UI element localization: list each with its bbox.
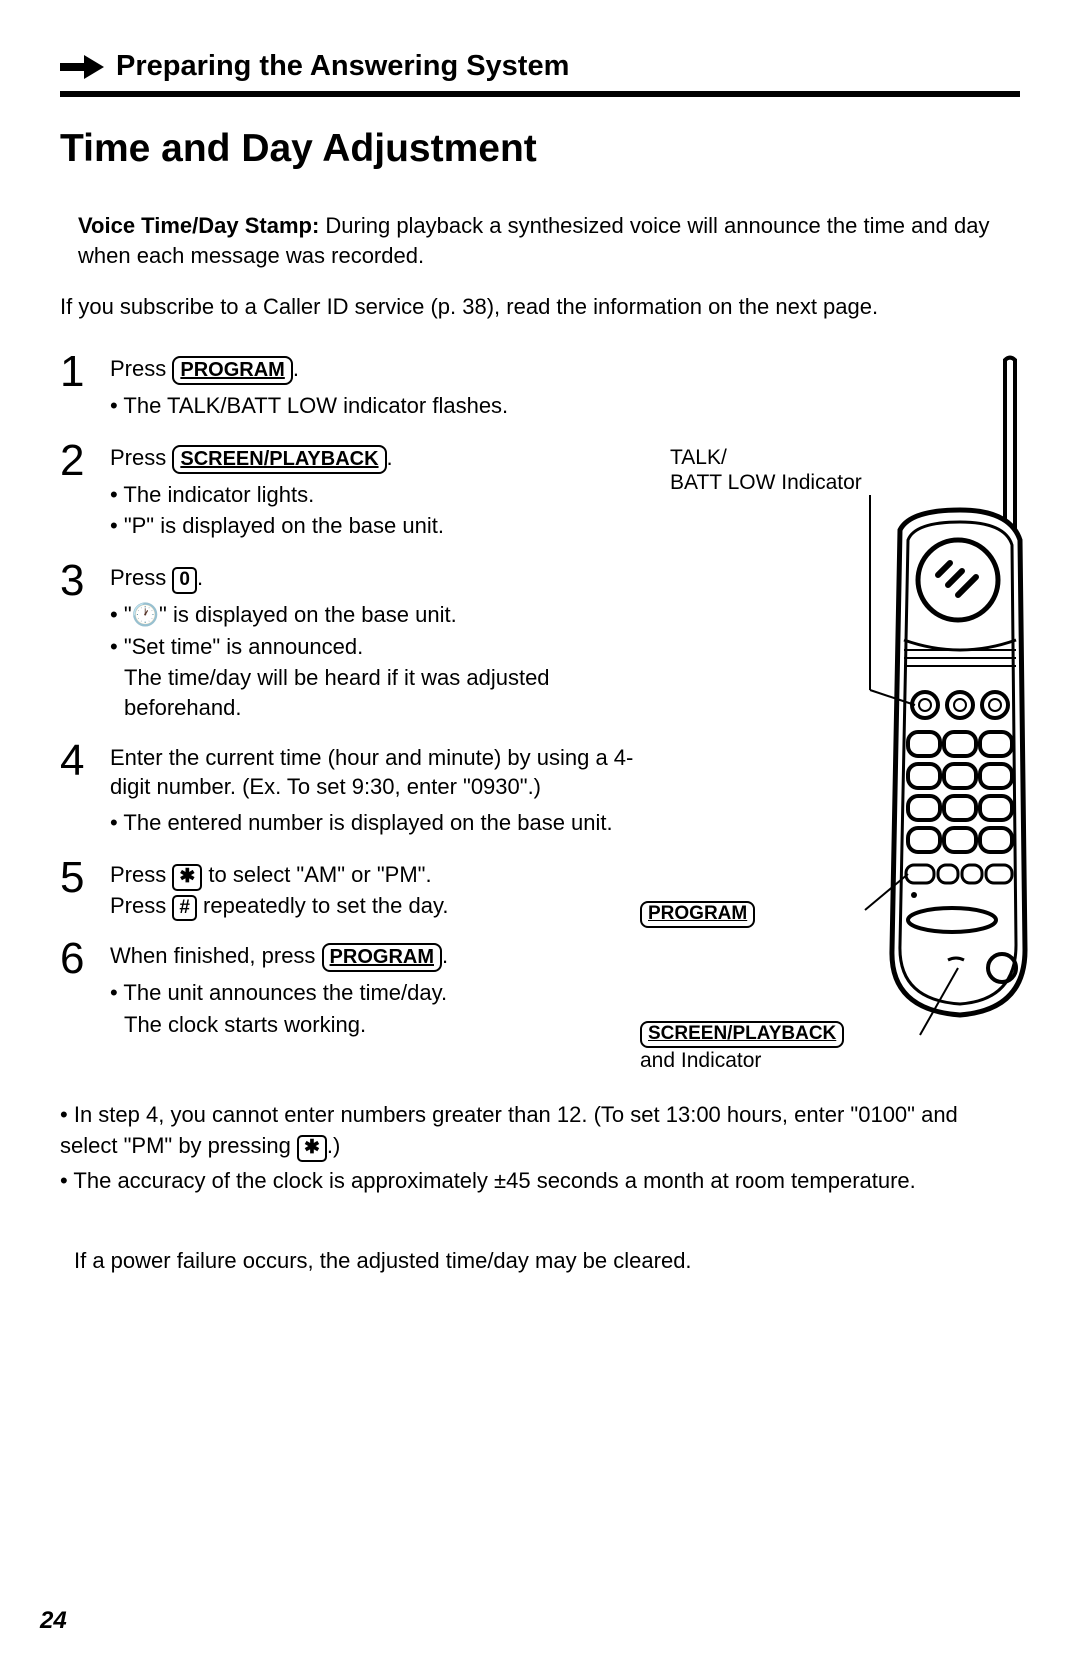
step-text: Press	[110, 565, 172, 590]
step-5: 5 Press ✱ to select "AM" or "PM". Press …	[60, 856, 650, 922]
step-number: 3	[60, 559, 94, 723]
step-6: 6 When finished, press PROGRAM. The unit…	[60, 937, 650, 1039]
caller-id-note: If you subscribe to a Caller ID service …	[60, 292, 1020, 322]
intro-paragraph: Voice Time/Day Stamp: During playback a …	[78, 211, 1020, 270]
footer-bullets: In step 4, you cannot enter numbers grea…	[60, 1100, 1020, 1196]
step-suffix: .	[197, 565, 203, 590]
page-number: 24	[40, 1607, 67, 1635]
step-sub: The entered number is displayed on the b…	[110, 808, 650, 838]
page-title: Time and Day Adjustment	[60, 127, 1020, 171]
hash-key: #	[172, 895, 197, 922]
intro-bold: Voice Time/Day Stamp:	[78, 213, 319, 238]
footer-bullet: In step 4, you cannot enter numbers grea…	[60, 1100, 1020, 1162]
step-sub: "P" is displayed on the base unit.	[110, 511, 444, 541]
step-number: 5	[60, 856, 94, 922]
step-4: 4 Enter the current time (hour and minut…	[60, 739, 650, 840]
star-key: ✱	[172, 864, 202, 891]
zero-key: 0	[172, 567, 197, 594]
step-text: to select "AM" or "PM".	[202, 862, 431, 887]
step-2: 2 Press SCREEN/PLAYBACK. The indicator l…	[60, 439, 650, 543]
step-3: 3 Press 0. "🕐" is displayed on the base …	[60, 559, 650, 723]
step-text: Enter the current time (hour and minute)…	[110, 745, 633, 800]
step-suffix: .	[387, 445, 393, 470]
step-sub: The indicator lights.	[110, 480, 444, 510]
step-number: 6	[60, 937, 94, 1039]
step-tail: The clock starts working.	[110, 1010, 448, 1040]
program-label: PROGRAM	[640, 900, 755, 928]
program-key: PROGRAM	[172, 356, 292, 385]
step-text: repeatedly to set the day.	[197, 893, 449, 918]
step-sub: The TALK/BATT LOW indicator flashes.	[110, 391, 508, 421]
star-key: ✱	[297, 1135, 327, 1162]
screen-playback-key: SCREEN/PLAYBACK	[172, 445, 386, 474]
step-suffix: .	[442, 943, 448, 968]
step-sub: The unit announces the time/day.	[110, 978, 448, 1008]
chapter-title: Preparing the Answering System	[116, 50, 569, 83]
arrow-right-icon	[60, 55, 104, 79]
step-sub: "🕐" is displayed on the base unit.	[110, 600, 650, 630]
step-number: 2	[60, 439, 94, 543]
step-1: 1 Press PROGRAM. The TALK/BATT LOW indic…	[60, 350, 650, 423]
step-tail: The time/day will be heard if it was adj…	[110, 663, 650, 722]
step-text: Press	[110, 356, 172, 381]
step-text: Press	[110, 862, 172, 887]
step-suffix: .	[293, 356, 299, 381]
footer-bullet: The accuracy of the clock is approximate…	[60, 1166, 1020, 1197]
steps-column: 1 Press PROGRAM. The TALK/BATT LOW indic…	[60, 350, 650, 1056]
step-number: 1	[60, 350, 94, 423]
program-key: PROGRAM	[322, 943, 442, 972]
step-text: Press	[110, 445, 172, 470]
header-row: Preparing the Answering System	[60, 50, 1020, 83]
handset-icon	[780, 350, 1040, 1050]
handset-figure: TALK/BATT LOW Indicator PROGRAM SCREEN/P…	[670, 350, 1020, 1070]
step-text: Press	[110, 893, 172, 918]
power-failure-note: If a power failure occurs, the adjusted …	[74, 1246, 1020, 1277]
step-text: When finished, press	[110, 943, 322, 968]
header-rule	[60, 91, 1020, 97]
step-sub: "Set time" is announced.	[110, 632, 650, 662]
step-number: 4	[60, 739, 94, 840]
